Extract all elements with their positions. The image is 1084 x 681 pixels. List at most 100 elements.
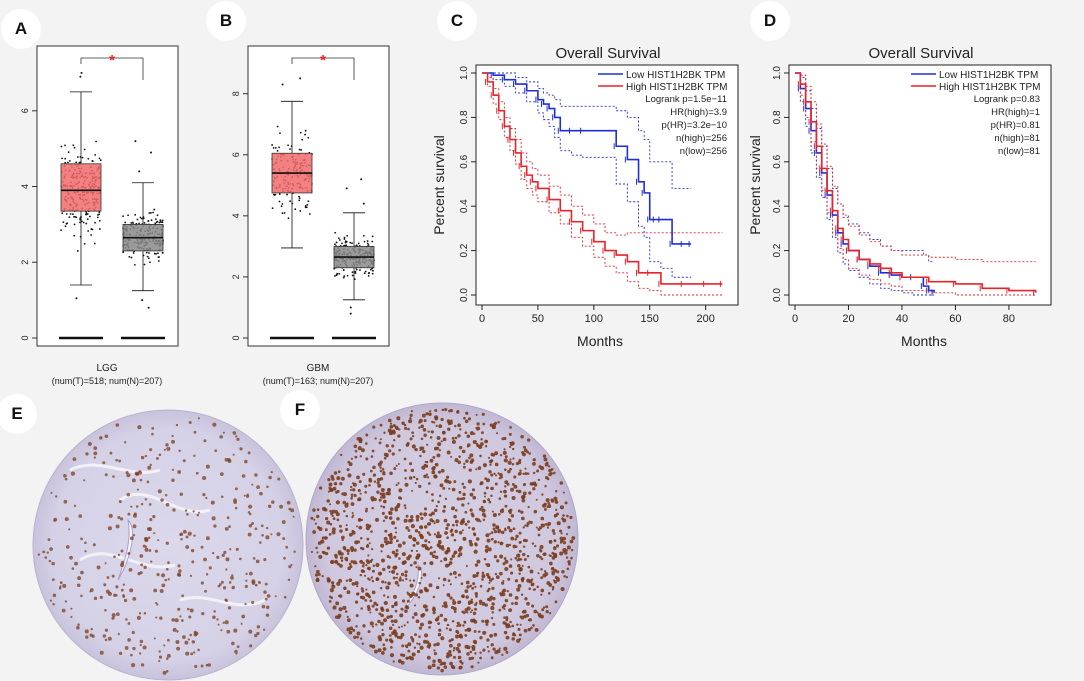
x-tick-label-c-1: 50 (532, 313, 544, 325)
nucleus (410, 524, 415, 529)
nucleus (122, 583, 126, 586)
nucleus (471, 586, 475, 590)
nucleus (410, 409, 414, 413)
nucleus (539, 545, 544, 549)
nucleus (404, 507, 407, 510)
nucleus (327, 478, 331, 482)
nucleus (391, 520, 396, 525)
nucleus (132, 524, 137, 529)
nucleus (415, 556, 419, 560)
data-point (272, 147, 275, 149)
nucleus (350, 493, 354, 496)
nucleus (241, 474, 246, 478)
nucleus (194, 664, 198, 669)
nucleus (224, 457, 229, 462)
data-point (86, 218, 89, 221)
outlier-point (75, 297, 78, 300)
nucleus (501, 508, 504, 511)
nucleus (254, 583, 258, 587)
nucleus (563, 574, 566, 578)
data-point (281, 212, 284, 215)
data-point (62, 221, 65, 223)
nucleus (472, 573, 477, 578)
nucleus (404, 573, 408, 578)
nucleus (487, 597, 492, 602)
nucleus (332, 605, 337, 610)
nucleus (248, 512, 252, 516)
nucleus (479, 651, 482, 654)
nucleus (175, 423, 179, 427)
nucleus (396, 416, 401, 421)
nucleus (380, 505, 383, 508)
nucleus (382, 519, 386, 522)
significance-star-a: * (109, 52, 115, 69)
nucleus (344, 556, 349, 561)
data-point (304, 206, 307, 209)
nucleus (415, 619, 420, 624)
nucleus (331, 530, 336, 535)
nucleus (321, 536, 325, 540)
nucleus (328, 482, 333, 487)
data-point (78, 161, 81, 164)
y-tick-label-b-0: 0 (231, 335, 241, 340)
nucleus (428, 482, 431, 485)
nucleus (494, 474, 498, 477)
nucleus (176, 646, 181, 651)
data-point (299, 210, 302, 212)
nucleus (345, 514, 349, 518)
nucleus (504, 559, 509, 564)
data-point (343, 238, 346, 240)
nucleus (357, 488, 361, 493)
nucleus (144, 537, 147, 540)
y-axis-label-d: Percent survival (747, 135, 763, 235)
nucleus (222, 621, 225, 624)
nucleus (455, 509, 458, 512)
nucleus (138, 652, 142, 655)
nucleus (315, 569, 320, 574)
nucleus (262, 628, 266, 631)
nucleus (511, 496, 516, 501)
nucleus (164, 494, 168, 497)
nucleus (482, 648, 486, 652)
nucleus (165, 670, 169, 673)
nucleus (475, 413, 478, 416)
data-point (154, 222, 157, 225)
nucleus (42, 550, 46, 554)
nucleus (508, 518, 512, 523)
nucleus (353, 635, 357, 639)
nucleus (222, 431, 225, 434)
nucleus (454, 529, 458, 534)
nucleus (211, 516, 216, 521)
nucleus (228, 525, 231, 528)
nucleus (457, 643, 461, 647)
data-point (354, 270, 357, 273)
nucleus (346, 627, 351, 632)
nucleus (468, 468, 472, 472)
nucleus (514, 601, 518, 606)
nucleus (456, 621, 460, 625)
y-tick-label-b-4: 8 (231, 91, 241, 96)
nucleus (391, 569, 396, 575)
data-point (133, 263, 136, 266)
nucleus (431, 511, 435, 516)
nucleus (508, 543, 512, 547)
nucleus (37, 553, 41, 556)
nucleus (490, 643, 494, 647)
nucleus (432, 455, 436, 459)
nucleus (290, 508, 295, 513)
nucleus (420, 446, 425, 451)
nucleus (166, 657, 169, 660)
nucleus (370, 455, 374, 458)
nucleus (510, 536, 515, 541)
nucleus (523, 448, 528, 453)
nucleus (442, 661, 447, 666)
nucleus (349, 488, 353, 492)
data-point (153, 252, 156, 255)
nucleus (461, 449, 466, 454)
nucleus (409, 656, 414, 661)
nucleus (452, 600, 457, 605)
nucleus (358, 525, 363, 530)
nucleus (144, 454, 148, 458)
nucleus (474, 563, 479, 567)
nucleus (184, 509, 188, 512)
